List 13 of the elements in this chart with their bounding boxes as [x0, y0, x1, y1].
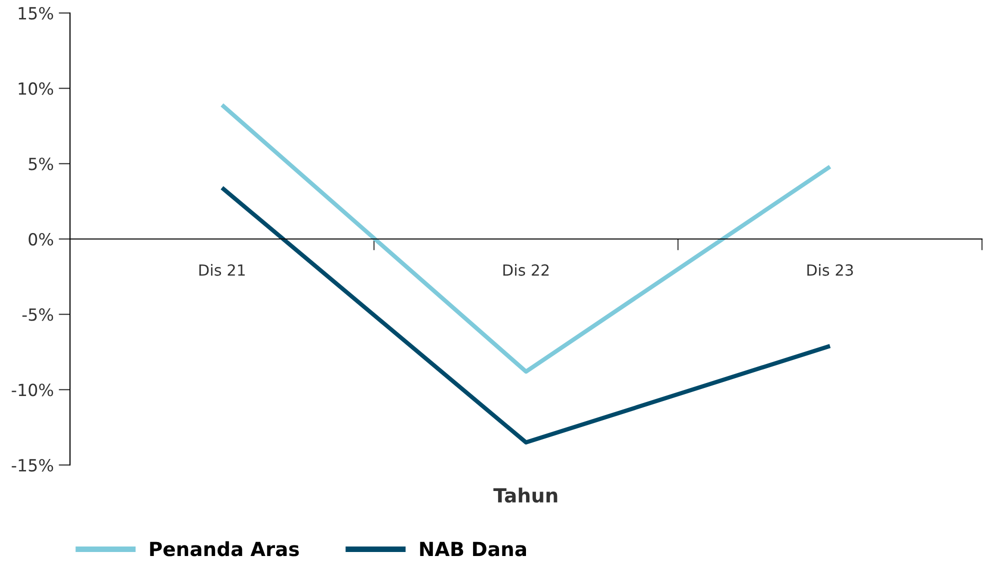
y-tick-label: 0% [28, 232, 54, 246]
x-tick-label: Dis 22 [503, 264, 549, 276]
y-tick-label: 10% [18, 82, 54, 95]
x-tick-label: Dis 21 [199, 264, 245, 276]
y-tick-label: 5% [28, 158, 54, 170]
y-tick-label: -5% [22, 308, 54, 321]
y-tick-label: 15% [18, 6, 54, 20]
y-tick-label: -10% [12, 384, 54, 396]
legend-label: NAB Dana [420, 542, 526, 556]
legend-label: Penanda Aras [150, 541, 299, 556]
y-tick-label: -15% [12, 458, 54, 472]
x-tick-label: Dis 23 [807, 264, 853, 276]
x-axis-title: Tahun [493, 488, 558, 503]
